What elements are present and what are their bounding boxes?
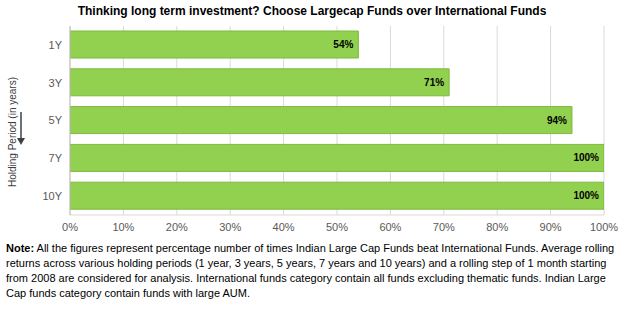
svg-text:90%: 90%	[540, 221, 562, 233]
svg-text:80%: 80%	[486, 221, 508, 233]
svg-text:3Y: 3Y	[49, 77, 63, 89]
html-text:Thinking long term investment?: Thinking long term investment? Choose La…	[77, 4, 547, 18]
svg-text:10Y: 10Y	[42, 190, 62, 202]
svg-text:100%: 100%	[590, 221, 616, 233]
svg-text:71%: 71%	[424, 77, 444, 88]
svg-text:100%: 100%	[573, 190, 599, 201]
svg-text:40%: 40%	[273, 221, 295, 233]
html-text:Holding Period (in years): Holding Period (in years)	[6, 77, 18, 187]
svg-text:50%: 50%	[326, 221, 348, 233]
html-text:Note: All the figures represen: Note: All the figures represent percenta…	[6, 242, 615, 299]
svg-text:54%: 54%	[333, 39, 353, 50]
svg-text:1Y: 1Y	[49, 39, 63, 51]
svg-text:70%: 70%	[433, 221, 455, 233]
svg-text:20%: 20%	[166, 221, 188, 233]
svg-text:60%: 60%	[379, 221, 401, 233]
svg-text:30%: 30%	[219, 221, 241, 233]
svg-text:100%: 100%	[573, 152, 599, 163]
svg-text:10%: 10%	[112, 221, 134, 233]
svg-text:0%: 0%	[62, 221, 78, 233]
svg-text:94%: 94%	[547, 115, 567, 126]
svg-text:7Y: 7Y	[49, 152, 63, 164]
svg-text:5Y: 5Y	[49, 114, 63, 126]
